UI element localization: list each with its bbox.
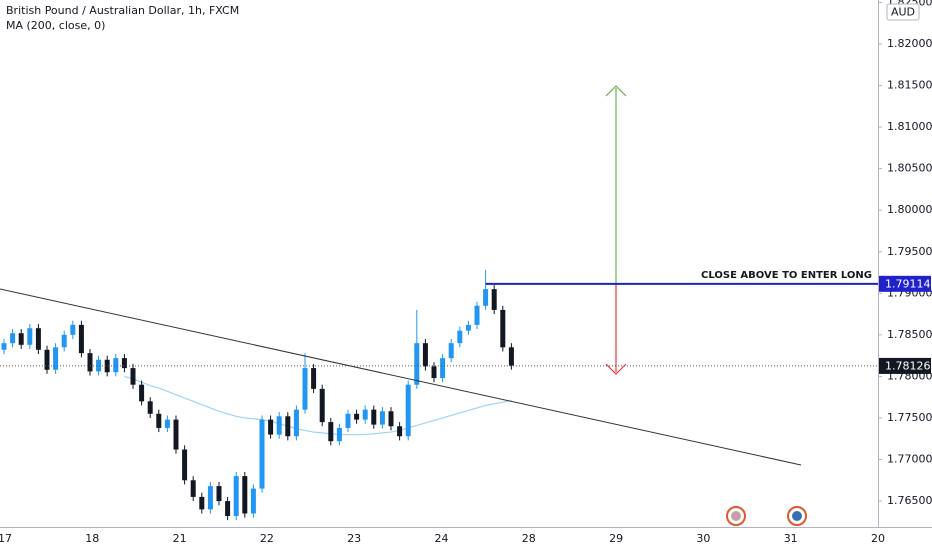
candle-body [362, 409, 368, 420]
candle-body [216, 486, 222, 502]
candle-body [164, 419, 170, 428]
candle-body [508, 347, 514, 366]
chart-title: British Pound / Australian Dollar, 1h, F… [6, 4, 239, 17]
candle-body [354, 413, 360, 420]
candle-body [371, 409, 377, 425]
candle-body [388, 411, 394, 427]
candle-body [405, 384, 411, 437]
candle-body [319, 388, 325, 423]
candle-body [500, 309, 506, 348]
x-tick-label: 31 [784, 532, 798, 545]
candle-body [113, 358, 119, 373]
currency-label: AUD [891, 6, 915, 19]
plot [1, 270, 514, 521]
candle-body [422, 343, 428, 367]
x-tick-label: 23 [347, 532, 361, 545]
candle-body [53, 347, 59, 370]
candle-body [104, 359, 110, 373]
candle-body [190, 480, 196, 497]
candle-body [18, 333, 24, 345]
y-tick-label: 1.77000 [887, 453, 932, 466]
candle-body [293, 409, 299, 437]
candle-body [328, 422, 334, 442]
x-tick-label: 24 [435, 532, 449, 545]
x-tick-label: 30 [696, 532, 710, 545]
annotation: CLOSE ABOVE TO ENTER LONG [701, 270, 872, 281]
candle-body [233, 476, 239, 517]
candle-body [259, 419, 265, 489]
x-tick-label: 22 [260, 532, 274, 545]
candle-body [156, 413, 162, 428]
entry-label: 1.79114 [885, 277, 931, 290]
candle-body [35, 328, 41, 350]
y-tick-label: 1.81500 [887, 79, 932, 92]
x-tick-label: 21 [173, 532, 187, 545]
entry-badge [879, 275, 931, 292]
candle-body [10, 333, 16, 344]
candle-body [44, 349, 50, 370]
y-tick-label: 1.76500 [887, 494, 932, 507]
last-price-label: 1.78126 [885, 359, 931, 372]
y-tick-label: 1.80500 [887, 162, 932, 175]
currency-box [886, 3, 920, 21]
candle-body [414, 343, 420, 385]
candle-body [173, 419, 179, 450]
candle-body [96, 359, 102, 372]
x-tick-label: 18 [85, 532, 99, 545]
candle-body [1, 343, 7, 350]
stop-arrow-head [605, 363, 627, 375]
candle-body [78, 324, 84, 354]
candle-body [491, 289, 497, 310]
candle-body [465, 324, 471, 331]
candle-body [70, 324, 76, 335]
candle-body [276, 416, 282, 435]
candle-body [483, 289, 489, 306]
candle-body [431, 366, 437, 379]
y-tick-label: 1.80000 [887, 203, 932, 216]
indicator-label: MA (200, close, 0) [6, 19, 105, 32]
y-tick-label: 1.78500 [887, 328, 932, 341]
candle-body [121, 358, 127, 369]
candle-body [61, 334, 67, 348]
candle-body [225, 501, 231, 517]
candle-body [474, 305, 480, 325]
candle-body [457, 330, 463, 344]
candle-body [130, 368, 136, 385]
trendline [0, 288, 802, 466]
y-tick-label: 1.81000 [887, 120, 932, 133]
candle-body [311, 368, 317, 389]
candle-body [440, 358, 446, 379]
candle-body [27, 328, 33, 345]
moving-average [124, 375, 512, 436]
x-tick-label: 20 [871, 532, 885, 545]
candle-body [345, 413, 351, 428]
candle-body [379, 411, 385, 425]
candle-body [397, 426, 403, 437]
candle-body [199, 496, 205, 510]
y-tick-label: 1.77500 [887, 411, 932, 424]
y-tick-label: 1.79500 [887, 245, 932, 258]
candle-body [336, 427, 342, 442]
x-tick-label: 28 [522, 532, 536, 545]
candle-body [182, 449, 188, 481]
x-tick-label: 29 [609, 532, 623, 545]
x-tick-label: 17 [0, 532, 12, 545]
candle-body [139, 384, 145, 402]
candle-body [268, 419, 274, 435]
candle-body [302, 368, 308, 410]
last-price-badge [879, 357, 931, 374]
candle-body [250, 488, 256, 514]
candle-body [285, 416, 291, 437]
target-arrow-head [605, 85, 627, 97]
candle-body [147, 401, 153, 414]
candle-body [87, 353, 93, 372]
candle-body [207, 486, 213, 510]
candle-body [242, 476, 248, 514]
candle-body [448, 343, 454, 359]
y-tick-label: 1.82000 [887, 37, 932, 50]
event-icon [726, 506, 807, 526]
